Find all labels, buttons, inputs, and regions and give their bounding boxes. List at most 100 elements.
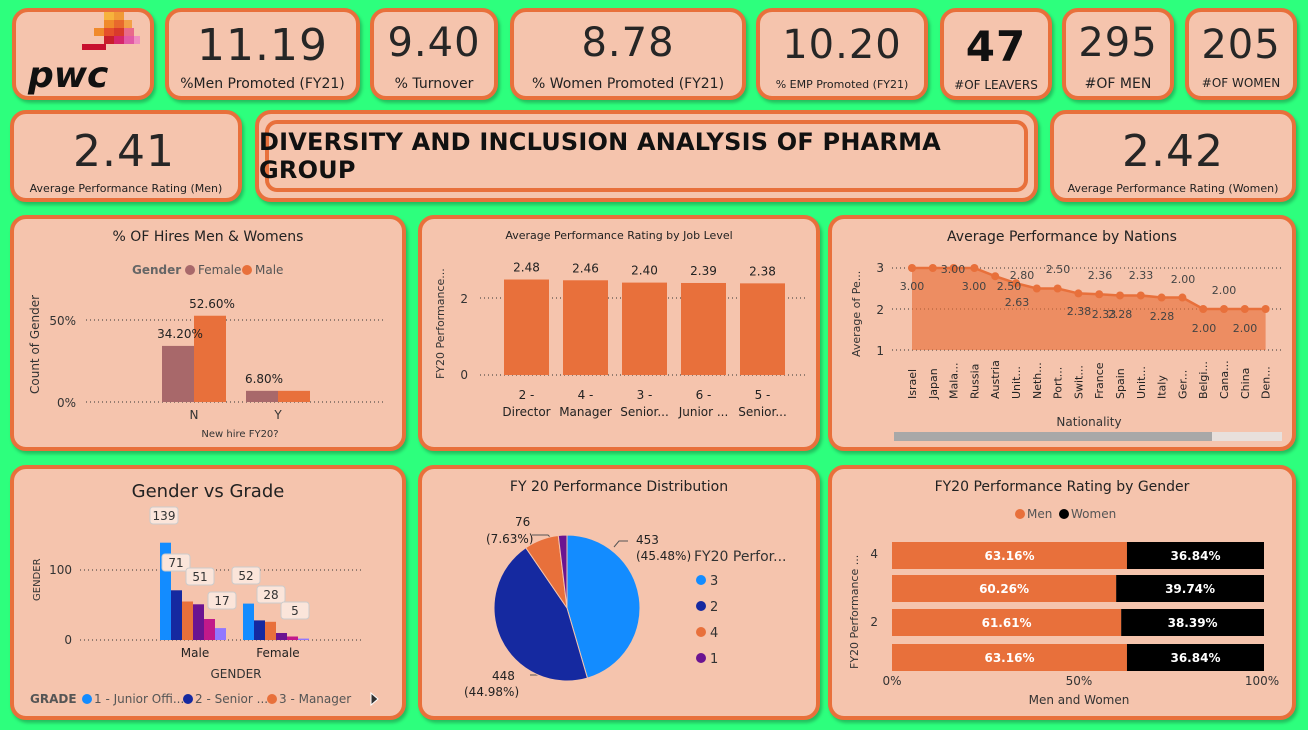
data-label: 2.28 <box>1150 310 1175 323</box>
x-tick-label: Male <box>181 646 209 660</box>
bar-grade <box>265 621 276 640</box>
data-label: 2.50 <box>1046 263 1071 276</box>
bar-male-y <box>278 390 310 402</box>
data-label: 3.00 <box>962 280 987 293</box>
gender-rating-chart: Men Women FY20 Performance ... Men and W… <box>848 507 1279 707</box>
kpi-avg-women: 2.42 Average Performance Rating (Women) <box>1050 110 1296 202</box>
x-tick-label: Senior... <box>738 405 787 419</box>
chart-title: Gender vs Grade <box>131 481 285 502</box>
x-tick-label: Spain <box>1114 368 1127 399</box>
slice-value-label-4: 76 <box>515 515 530 529</box>
legend-marker-grade-3 <box>267 694 277 704</box>
data-label: 2.80 <box>1010 269 1035 282</box>
chart-title: Average Performance Rating by Job Level <box>505 229 733 242</box>
hires-chart-card: % OF Hires Men & Womens Gender Female Ma… <box>10 215 406 451</box>
x-tick-label: Neth... <box>1031 362 1044 399</box>
data-label: 2.63 <box>1005 296 1030 309</box>
data-point <box>1220 305 1228 313</box>
kpi-men-count: 295 #OF MEN <box>1062 8 1174 100</box>
kpi-label: #OF WOMEN <box>1201 76 1281 90</box>
y-tick: 0% <box>57 396 76 410</box>
legend-male-label: Male <box>255 263 283 277</box>
kpi-women-count: 205 #OF WOMEN <box>1185 8 1297 100</box>
legend-female-marker <box>185 265 195 275</box>
x-tick-label: Female <box>256 646 299 660</box>
data-label: 2.28 <box>1108 308 1133 321</box>
bar-men <box>892 542 1127 569</box>
x-tick-label: Manager <box>559 405 612 419</box>
legend-label-3: 3 <box>710 574 718 589</box>
grade-chart-card: Gender vs Grade GENDER GENDER 100 0 GRAD… <box>10 465 406 720</box>
x-tick-label: Italy <box>1156 375 1169 399</box>
callout-box <box>280 601 310 620</box>
scrollbar-thumb[interactable] <box>894 432 1212 441</box>
kpi-label: % EMP Promoted (FY21) <box>775 78 909 91</box>
callout-label: 52 <box>238 569 253 583</box>
data-point <box>1136 291 1145 300</box>
data-label: 2.38 <box>1067 305 1092 318</box>
x-tick-label: China <box>1239 368 1252 399</box>
legend-next-arrow-icon[interactable] <box>370 691 379 707</box>
legend-label-grade-3: 3 - Manager <box>279 692 351 706</box>
legend-marker-1 <box>696 653 706 663</box>
kpi-label: %Men Promoted (FY21) <box>180 76 345 92</box>
slice-value-label-3: 453 <box>636 533 659 547</box>
data-label: 6.80% <box>245 372 283 386</box>
kpi-value: 2.42 <box>1122 126 1224 177</box>
x-tick-label: Unit... <box>1010 366 1023 399</box>
x-tick-label: Ger... <box>1176 370 1189 399</box>
data-point <box>1240 305 1249 313</box>
legend-marker-grade-2 <box>183 694 193 704</box>
bar-women <box>1116 575 1264 602</box>
y-tick: 2 <box>460 292 468 306</box>
legend-title: FY20 Perfor... <box>694 549 787 565</box>
pie-chart-card: FY 20 Performance Distribution FY20 Perf… <box>418 465 820 720</box>
callout-label: 139 <box>153 509 176 523</box>
x-axis-label: Nationality <box>1056 415 1121 429</box>
legend-women-label: Women <box>1071 507 1116 521</box>
legend-marker-2 <box>696 601 706 611</box>
data-label: 2.50 <box>997 280 1022 293</box>
legend-marker-4 <box>696 627 706 637</box>
y-axis-label: FY20 Performance... <box>434 268 447 379</box>
chart-title: % OF Hires Men & Womens <box>112 229 304 245</box>
legend-women-marker <box>1059 509 1069 519</box>
bar-women <box>1126 542 1264 569</box>
kpi-label: Average Performance Rating (Women) <box>1067 182 1279 195</box>
y-tick: 1 <box>876 344 884 358</box>
nations-chart-card: Average Performance by Nations Average o… <box>828 215 1296 451</box>
x-axis-label: GENDER <box>210 667 261 681</box>
data-point <box>1261 305 1270 313</box>
callout-label: 28 <box>263 588 278 602</box>
data-label: 2.39 <box>690 264 717 278</box>
bar-grade <box>254 620 265 640</box>
pwc-logo-text: pwc <box>27 55 108 96</box>
slice-pct-label-4: (7.63%) <box>486 532 533 546</box>
callout-box <box>185 567 215 586</box>
area-fill <box>912 268 1266 350</box>
data-label-women: 36.84% <box>1170 549 1220 563</box>
x-tick-label: Cana... <box>1218 360 1231 399</box>
legend-men-label: Men <box>1027 507 1052 521</box>
x-tick-label: France <box>1093 362 1106 399</box>
data-label: 2.36 <box>1088 269 1113 282</box>
x-tick-label: Japan <box>927 368 940 400</box>
data-label-men: 63.16% <box>984 651 1034 665</box>
y-tick: 50% <box>49 314 76 328</box>
bar-job-level <box>740 283 785 375</box>
bar-job-level <box>622 282 667 375</box>
data-label: 2.00 <box>1171 273 1196 286</box>
gender-rating-chart-card: FY20 Performance Rating by Gender Men Wo… <box>828 465 1296 720</box>
x-tick-label: 4 - <box>578 388 594 402</box>
callout-label: 17 <box>214 594 229 608</box>
callout-box <box>256 585 286 604</box>
bar-grade <box>276 633 287 640</box>
data-point <box>1157 293 1166 302</box>
data-label: 2.00 <box>1212 284 1237 297</box>
kpi-value: 295 <box>1078 20 1158 66</box>
y-tick: 0 <box>460 368 468 382</box>
data-point <box>991 272 1000 281</box>
pwc-logo-icon: pwc <box>27 12 140 96</box>
data-label-men: 63.16% <box>984 549 1034 563</box>
kpi-leavers: 47 #OF LEAVERS <box>940 8 1052 100</box>
